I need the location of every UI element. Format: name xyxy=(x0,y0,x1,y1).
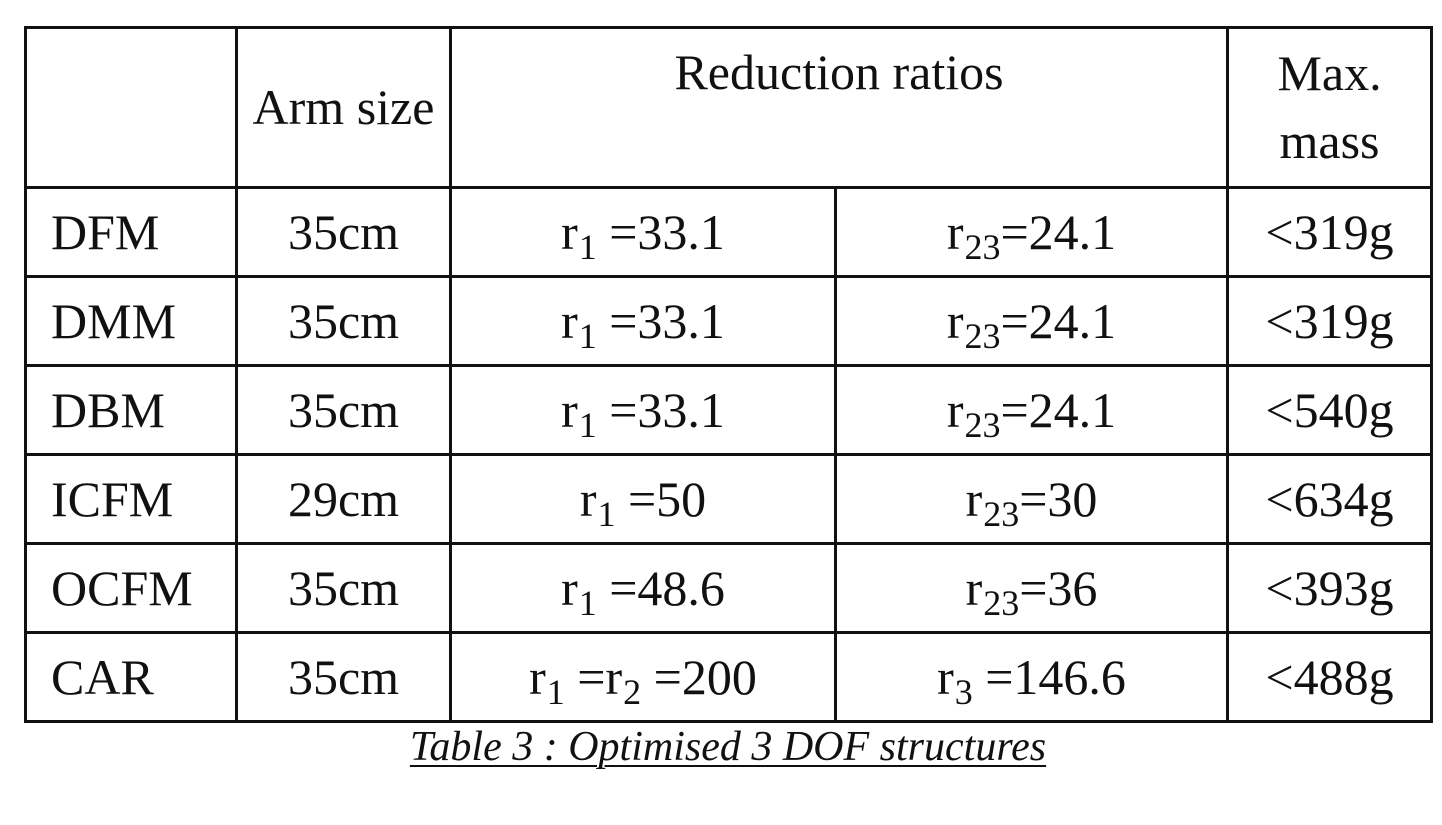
cell-structure-name: DFM xyxy=(24,186,238,278)
ratio-value: =24.1 xyxy=(1000,293,1117,349)
table-row: OCFM 35cm r1 =48.6 r23=36 <393g xyxy=(24,542,1434,634)
cell-structure-name: CAR xyxy=(24,631,238,723)
cell-ratio-b: r23=36 xyxy=(833,542,1230,634)
ratio-value: =33.1 xyxy=(596,382,725,438)
ratio-subscript-2: 2 xyxy=(623,672,642,713)
ratio-symbol: r xyxy=(946,382,964,438)
ratio-symbol: r xyxy=(579,471,597,527)
cell-structure-name: ICFM xyxy=(24,453,238,545)
cell-ratio-a: r1 =50 xyxy=(449,453,837,545)
ratio-value: =33.1 xyxy=(596,204,725,260)
ratio-subscript: 23 xyxy=(964,405,1001,446)
ratio-symbol: r xyxy=(529,649,546,705)
ratio-symbol: r xyxy=(561,560,578,616)
ratio-value-2: =200 xyxy=(641,649,757,705)
cell-arm-size: 35cm xyxy=(235,542,452,634)
cell-ratio-b: r23=24.1 xyxy=(833,186,1230,278)
cell-ratio-b: r23=24.1 xyxy=(833,275,1230,367)
cell-ratio-b: r3 =146.6 xyxy=(833,631,1230,723)
cell-max-mass: <319g xyxy=(1226,186,1434,278)
table-row: CAR 35cm r1 =r2 =200 r3 =146.6 <488g xyxy=(24,631,1434,723)
cell-ratio-a: r1 =33.1 xyxy=(449,186,837,278)
ratio-symbol: r xyxy=(946,204,964,260)
ratio-symbol: r xyxy=(965,560,983,616)
cell-max-mass: <634g xyxy=(1226,453,1434,545)
header-max-mass: Max. mass xyxy=(1226,26,1434,189)
table-row: DFM 35cm r1 =33.1 r23=24.1 <319g xyxy=(24,186,1434,278)
ratio-subscript: 23 xyxy=(983,494,1020,535)
ratio-subscript: 23 xyxy=(964,227,1001,268)
cell-structure-name: DMM xyxy=(24,275,238,367)
cell-structure-name: OCFM xyxy=(24,542,238,634)
header-reduction-ratios: Reduction ratios xyxy=(448,26,1230,189)
ratio-subscript: 1 xyxy=(578,405,597,446)
ratio-symbol: r xyxy=(965,471,983,527)
cell-ratio-b: r23=30 xyxy=(833,453,1230,545)
cell-ratio-a: r1 =r2 =200 xyxy=(449,631,837,723)
cell-max-mass: <488g xyxy=(1226,631,1434,723)
table-body: DFM 35cm r1 =33.1 r23=24.1 <319g DMM 35cm r1 =3… xyxy=(24,186,1434,723)
cell-arm-size: 35cm xyxy=(235,186,452,278)
ratio-symbol: r xyxy=(561,204,578,260)
ratio-value: =30 xyxy=(1019,471,1098,527)
ratio-symbol: r xyxy=(946,293,964,349)
ratio-subscript: 23 xyxy=(964,316,1001,357)
table-header-row: Arm size Reduction ratios Max. mass xyxy=(24,26,1434,189)
ratio-value: =50 xyxy=(615,471,707,527)
table-row: DBM 35cm r1 =33.1 r23=24.1 <540g xyxy=(24,364,1434,456)
structures-table: Arm size Reduction ratios Max. mass DFM 3… xyxy=(24,26,1434,723)
ratio-value: =24.1 xyxy=(1000,204,1117,260)
ratio-symbol: r xyxy=(937,649,954,705)
ratio-subscript: 3 xyxy=(954,672,973,713)
header-empty xyxy=(24,26,238,189)
ratio-subscript: 23 xyxy=(983,583,1020,624)
ratio-subscript: 1 xyxy=(578,583,597,624)
ratio-subscript: 1 xyxy=(578,316,597,357)
ratio-symbol: r xyxy=(561,293,578,349)
cell-ratio-b: r23=24.1 xyxy=(833,364,1230,456)
cell-arm-size: 35cm xyxy=(235,275,452,367)
cell-max-mass: <319g xyxy=(1226,275,1434,367)
cell-structure-name: DBM xyxy=(24,364,238,456)
ratio-symbol: r xyxy=(561,382,578,438)
ratio-value: =33.1 xyxy=(596,293,725,349)
cell-arm-size: 35cm xyxy=(235,364,452,456)
table-row: DMM 35cm r1 =33.1 r23=24.1 <319g xyxy=(24,275,1434,367)
ratio-value: =48.6 xyxy=(596,560,725,616)
ratio-subscript: 1 xyxy=(597,494,616,535)
cell-ratio-a: r1 =48.6 xyxy=(449,542,837,634)
table-row: ICFM 29cm r1 =50 r23=30 <634g xyxy=(24,453,1434,545)
table-caption: Table 3 : Optimised 3 DOF structures xyxy=(409,724,1047,770)
header-arm-size: Arm size xyxy=(235,26,452,189)
cell-max-mass: <393g xyxy=(1226,542,1434,634)
ratio-subscript: 1 xyxy=(546,672,565,713)
cell-arm-size: 35cm xyxy=(235,631,452,723)
cell-arm-size: 29cm xyxy=(235,453,452,545)
ratio-value: =24.1 xyxy=(1000,382,1117,438)
cell-ratio-a: r1 =33.1 xyxy=(449,364,837,456)
cell-ratio-a: r1 =33.1 xyxy=(449,275,837,367)
ratio-value: =36 xyxy=(1019,560,1098,616)
cell-max-mass: <540g xyxy=(1226,364,1434,456)
ratio-subscript: 1 xyxy=(578,227,597,268)
ratio-value: =146.6 xyxy=(972,649,1126,705)
ratio-value: =r xyxy=(564,649,623,705)
